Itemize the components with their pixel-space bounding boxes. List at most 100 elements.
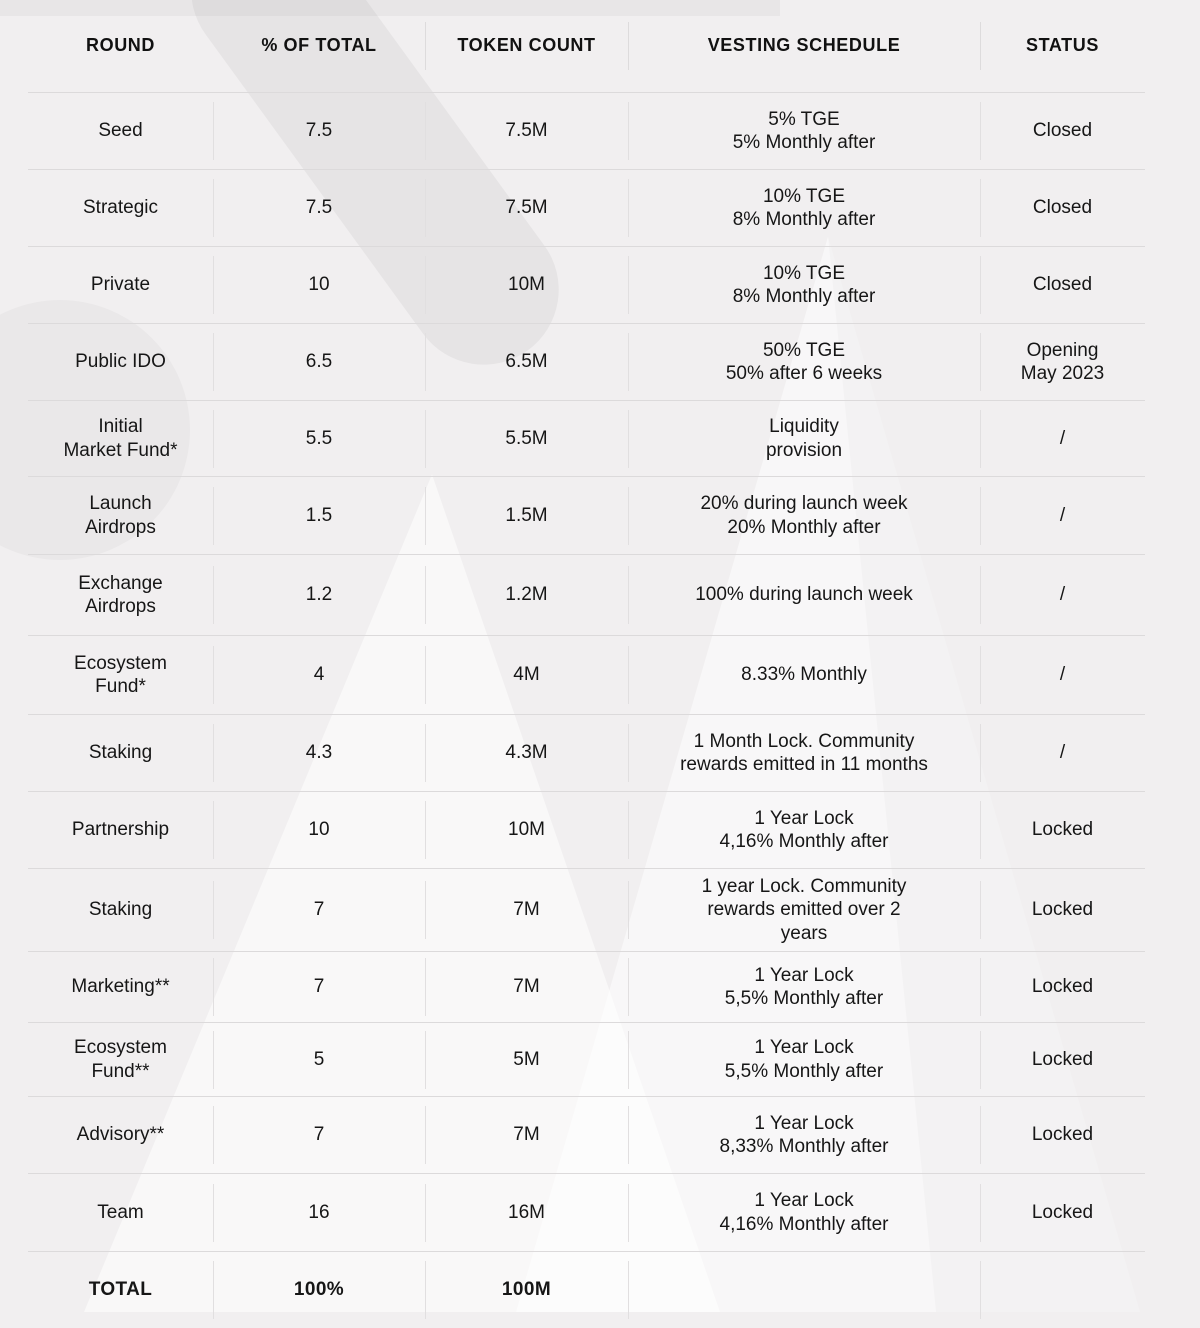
- percent-cell: 4.3: [213, 715, 425, 791]
- round-cell: Staking: [88, 742, 153, 764]
- vesting-table: ROUND % OF TOTAL TOKEN COUNT VESTING SCH…: [28, 0, 1145, 1328]
- tokens-cell: 7.5M: [425, 93, 628, 169]
- status-cell: Closed: [980, 170, 1145, 246]
- table-row: Exchange Airdrops 1.2 1.2M 100% during l…: [28, 554, 1145, 635]
- vesting-cell: 8.33% Monthly: [628, 636, 980, 714]
- percent-cell: 7: [213, 869, 425, 951]
- percent-cell: 6.5: [213, 324, 425, 400]
- round-cell: Public IDO: [75, 351, 166, 373]
- percent-cell: 5.5: [213, 401, 425, 476]
- status-cell: [980, 1252, 1145, 1328]
- column-header-status: STATUS: [980, 0, 1145, 92]
- percent-cell: 10: [213, 247, 425, 323]
- round-cell: Marketing**: [71, 976, 170, 998]
- tokens-cell: 1.5M: [425, 477, 628, 554]
- percent-cell: 7.5: [213, 170, 425, 246]
- table-total-row: TOTAL 100% 100M: [28, 1251, 1145, 1328]
- status-cell: Locked: [980, 869, 1145, 951]
- tokens-cell: 7.5M: [425, 170, 628, 246]
- tokens-cell: 10M: [425, 247, 628, 323]
- percent-cell: 5: [213, 1023, 425, 1096]
- round-cell: Exchange Airdrops: [78, 572, 163, 617]
- percent-cell: 7: [213, 1097, 425, 1173]
- percent-cell: 16: [213, 1174, 425, 1251]
- vesting-cell: 10% TGE 8% Monthly after: [628, 170, 980, 246]
- round-cell: Ecosystem Fund*: [74, 652, 167, 697]
- round-cell: TOTAL: [88, 1279, 153, 1301]
- round-cell: Ecosystem Fund**: [74, 1037, 167, 1082]
- status-cell: Locked: [980, 1174, 1145, 1251]
- tokens-cell: 5.5M: [425, 401, 628, 476]
- tokens-cell: 7M: [425, 869, 628, 951]
- round-cell: Strategic: [83, 197, 158, 219]
- percent-cell: 7: [213, 952, 425, 1022]
- column-header-round: ROUND: [86, 35, 155, 56]
- table-row: Initial Market Fund* 5.5 5.5M Liquidity …: [28, 400, 1145, 476]
- status-cell: /: [980, 401, 1145, 476]
- table-row: Ecosystem Fund** 5 5M 1 Year Lock 5,5% M…: [28, 1022, 1145, 1096]
- percent-cell: 1.5: [213, 477, 425, 554]
- tokens-cell: 5M: [425, 1023, 628, 1096]
- vesting-cell: 1 Month Lock. Community rewards emitted …: [628, 715, 980, 791]
- tokens-cell: 7M: [425, 1097, 628, 1173]
- column-header-vesting-schedule: VESTING SCHEDULE: [628, 0, 980, 92]
- vesting-cell: 1 year Lock. Community rewards emitted o…: [628, 869, 980, 951]
- status-cell: Closed: [980, 93, 1145, 169]
- vesting-cell: Liquidity provision: [628, 401, 980, 476]
- round-cell: Team: [97, 1201, 144, 1223]
- tokens-cell: 1.2M: [425, 555, 628, 635]
- column-header-percent-of-total: % OF TOTAL: [261, 35, 377, 56]
- vesting-cell: 1 Year Lock 5,5% Monthly after: [628, 952, 980, 1022]
- percent-cell: 100%: [213, 1252, 425, 1328]
- round-cell: Partnership: [71, 819, 170, 841]
- tokens-cell: 16M: [425, 1174, 628, 1251]
- round-cell: Private: [90, 274, 151, 296]
- vesting-cell: 10% TGE 8% Monthly after: [628, 247, 980, 323]
- vesting-cell: 1 Year Lock 8,33% Monthly after: [628, 1097, 980, 1173]
- status-cell: Locked: [980, 792, 1145, 868]
- tokens-cell: 4M: [425, 636, 628, 714]
- percent-cell: 10: [213, 792, 425, 868]
- round-cell: Initial Market Fund*: [63, 416, 178, 461]
- status-cell: /: [980, 636, 1145, 714]
- round-cell: Launch Airdrops: [85, 493, 156, 538]
- table-row: Private 10 10M 10% TGE 8% Monthly after …: [28, 246, 1145, 323]
- round-cell: Staking: [88, 899, 153, 921]
- status-cell: Locked: [980, 1097, 1145, 1173]
- tokens-cell: 10M: [425, 792, 628, 868]
- status-cell: /: [980, 715, 1145, 791]
- vesting-cell: 1 Year Lock 5,5% Monthly after: [628, 1023, 980, 1096]
- vesting-cell: 1 Year Lock 4,16% Monthly after: [628, 1174, 980, 1251]
- status-cell: /: [980, 555, 1145, 635]
- vesting-cell: 5% TGE 5% Monthly after: [628, 93, 980, 169]
- round-cell: Seed: [98, 120, 143, 142]
- status-cell: Locked: [980, 952, 1145, 1022]
- tokens-cell: 7M: [425, 952, 628, 1022]
- table-row: Partnership 10 10M 1 Year Lock 4,16% Mon…: [28, 791, 1145, 868]
- column-header-token-count: TOKEN COUNT: [425, 0, 628, 92]
- tokens-cell: 6.5M: [425, 324, 628, 400]
- table-row: Team 16 16M 1 Year Lock 4,16% Monthly af…: [28, 1173, 1145, 1251]
- tokens-cell: 100M: [425, 1252, 628, 1328]
- table-header-row: ROUND % OF TOTAL TOKEN COUNT VESTING SCH…: [28, 0, 1145, 92]
- table-row: Launch Airdrops 1.5 1.5M 20% during laun…: [28, 476, 1145, 554]
- table-row: Staking 7 7M 1 year Lock. Community rewa…: [28, 868, 1145, 951]
- percent-cell: 7.5: [213, 93, 425, 169]
- table-row: Advisory** 7 7M 1 Year Lock 8,33% Monthl…: [28, 1096, 1145, 1173]
- table-row: Staking 4.3 4.3M 1 Month Lock. Community…: [28, 714, 1145, 791]
- table-row: Public IDO 6.5 6.5M 50% TGE 50% after 6 …: [28, 323, 1145, 400]
- table-row: Strategic 7.5 7.5M 10% TGE 8% Monthly af…: [28, 169, 1145, 246]
- tokens-cell: 4.3M: [425, 715, 628, 791]
- status-cell: Closed: [980, 247, 1145, 323]
- status-cell: Opening May 2023: [980, 324, 1145, 400]
- vesting-cell: 20% during launch week 20% Monthly after: [628, 477, 980, 554]
- vesting-cell: 50% TGE 50% after 6 weeks: [628, 324, 980, 400]
- percent-cell: 4: [213, 636, 425, 714]
- table-row: Ecosystem Fund* 4 4M 8.33% Monthly /: [28, 635, 1145, 714]
- percent-cell: 1.2: [213, 555, 425, 635]
- status-cell: /: [980, 477, 1145, 554]
- vesting-cell: 1 Year Lock 4,16% Monthly after: [628, 792, 980, 868]
- status-cell: Locked: [980, 1023, 1145, 1096]
- vesting-cell: 100% during launch week: [628, 555, 980, 635]
- table-row: Marketing** 7 7M 1 Year Lock 5,5% Monthl…: [28, 951, 1145, 1022]
